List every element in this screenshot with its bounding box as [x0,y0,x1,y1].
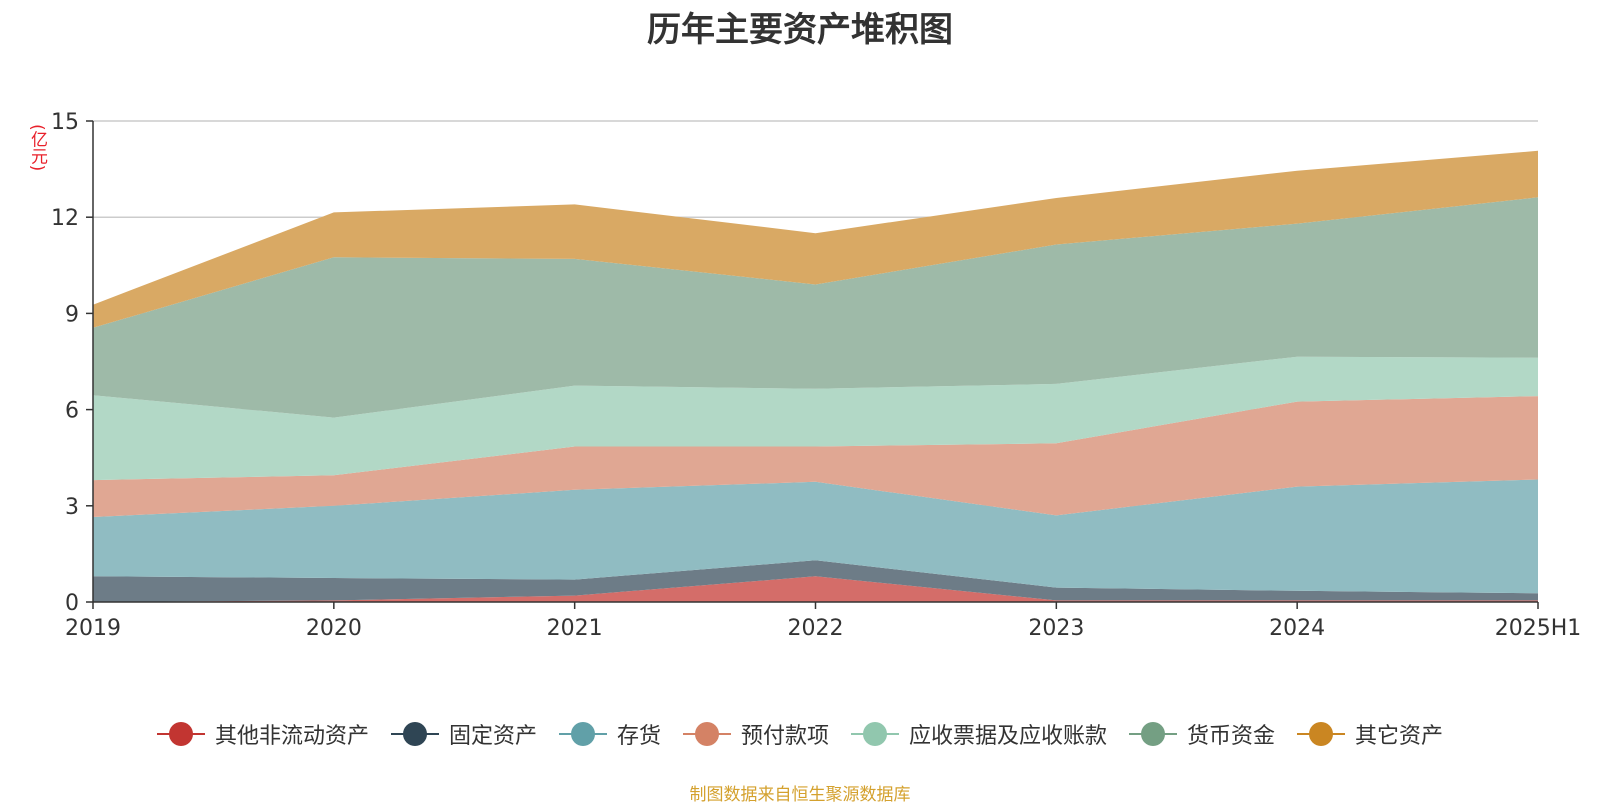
x-tick-label-2019: 2019 [65,616,121,641]
area-series-3 [93,396,1538,517]
x-tick-label-2024: 2024 [1269,616,1325,641]
x-tick-label-2025H1: 2025H1 [1495,616,1582,641]
legend-marker-icon [156,722,205,746]
y-tick-label-12: 12 [51,206,79,231]
legend: 其他非流动资产 固定资产 存货 预付款项 应收票据及应收账款 货币资金 其它资产 [0,718,1600,750]
area-series-1 [93,560,1538,602]
axes: 0 3 6 9 12 15 2019 2020 2021 2022 2023 2024 2025H1 [51,110,1581,641]
legend-item-2[interactable]: 存货 [558,718,661,750]
x-tick-label-2021: 2021 [547,616,603,641]
y-tick-label-15: 15 [51,110,79,135]
legend-label: 其他非流动资产 [214,724,369,749]
area-series-6 [93,150,1538,328]
legend-item-4[interactable]: 应收票据及应收账款 [851,718,1107,750]
data-source-note: 制图数据来自恒生聚源数据库 [689,785,911,805]
x-tick-label-2020: 2020 [306,616,362,641]
x-tick-label-2022: 2022 [788,616,844,641]
legend-marker-icon [390,722,439,746]
y-tick-label-3: 3 [65,495,79,520]
chart-title: 历年主要资产堆积图 [647,10,953,50]
legend-label: 其它资产 [1355,724,1444,749]
x-tick-label-2023: 2023 [1028,616,1084,641]
legend-item-1[interactable]: 固定资产 [390,718,537,750]
y-tick-label-0: 0 [65,591,79,616]
y-tick-label-9: 9 [65,302,79,327]
legend-label: 存货 [616,724,661,749]
area-series-0 [93,576,1538,602]
legend-marker-icon [682,722,731,746]
legend-item-3[interactable]: 预付款项 [682,718,829,750]
legend-label: 应收票据及应收账款 [909,724,1108,749]
legend-label: 货币资金 [1187,724,1276,749]
legend-item-0[interactable]: 其他非流动资产 [156,718,369,750]
area-series-5 [93,197,1538,418]
area-series-group [93,150,1538,602]
legend-item-6[interactable]: 其它资产 [1297,718,1443,750]
y-axis-unit-label: (亿元) [27,124,47,172]
area-series-2 [93,479,1538,594]
area-series-4 [93,356,1538,481]
legend-item-5[interactable]: 货币资金 [1129,718,1275,750]
legend-marker-icon [851,722,899,746]
legend-marker-icon [558,722,607,746]
y-tick-label-6: 6 [65,399,79,424]
legend-label: 预付款项 [740,724,829,749]
legend-marker-icon [1129,722,1178,746]
legend-label: 固定资产 [448,724,537,749]
legend-marker-icon [1297,722,1346,746]
